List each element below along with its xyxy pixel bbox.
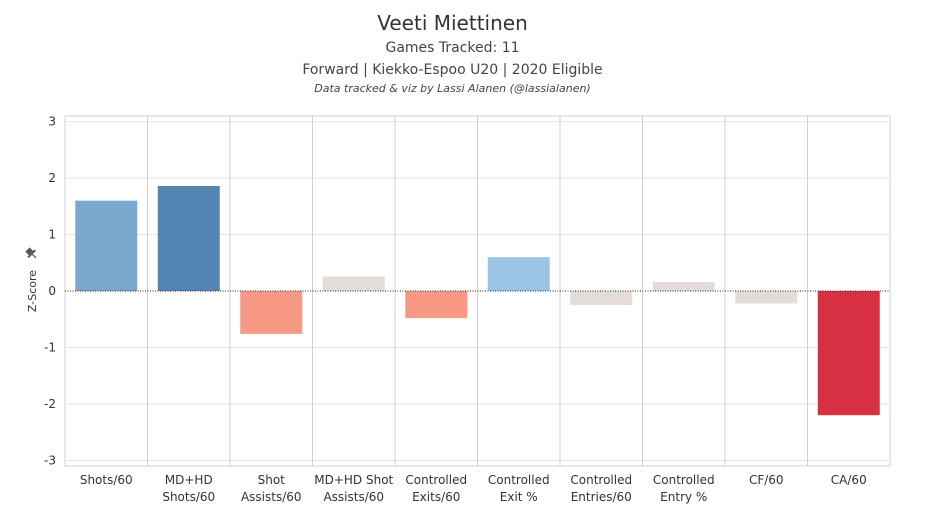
bar[interactable]: [487, 257, 550, 291]
x-tick-label: MD+HD Shot: [314, 473, 393, 487]
x-tick-label: CA/60: [831, 473, 867, 487]
bar[interactable]: [735, 291, 798, 304]
y-tick-label: 3: [48, 115, 56, 129]
x-tick-label: Assists/60: [241, 490, 302, 504]
chart-subtitle-games: Games Tracked: 11: [385, 40, 520, 56]
bar[interactable]: [652, 281, 715, 291]
bar[interactable]: [405, 291, 468, 319]
x-tick-label: Shots/60: [162, 490, 215, 504]
bar[interactable]: [570, 291, 633, 306]
y-tick-label: 2: [48, 171, 56, 185]
x-tick-label: MD+HD: [165, 473, 213, 487]
y-tick-label: -3: [44, 453, 56, 467]
x-tick-label: Assists/60: [323, 490, 384, 504]
x-tick-label: Exit %: [500, 490, 538, 504]
y-tick-label: -2: [44, 397, 56, 411]
x-tick-label: Shots/60: [80, 473, 133, 487]
x-tick-label: Controlled: [653, 473, 715, 487]
y-tick-label: 0: [48, 284, 56, 298]
bar[interactable]: [322, 276, 385, 291]
y-axis-label: Z-Score: [26, 270, 39, 312]
x-tick-label: Entries/60: [571, 490, 632, 504]
y-tick-label: 1: [48, 228, 56, 242]
x-tick-label: Controlled: [405, 473, 467, 487]
x-tick-label: Controlled: [488, 473, 550, 487]
bar[interactable]: [240, 291, 303, 334]
pin-icon[interactable]: [24, 246, 40, 262]
x-tick-label: CF/60: [749, 473, 784, 487]
bar[interactable]: [817, 291, 880, 416]
x-tick-label: Shot: [258, 473, 286, 487]
chart-credit: Data tracked & viz by Lassi Alanen (@las…: [314, 82, 591, 95]
bar[interactable]: [75, 200, 138, 291]
chart-subtitle-player-info: Forward | Kiekko-Espoo U20 | 2020 Eligib…: [302, 62, 603, 78]
bar[interactable]: [157, 186, 220, 291]
x-tick-label: Entry %: [660, 490, 707, 504]
y-tick-label: -1: [44, 340, 56, 354]
x-tick-label: Controlled: [570, 473, 632, 487]
chart-title: Veeti Miettinen: [377, 11, 528, 35]
x-tick-label: Exits/60: [412, 490, 460, 504]
